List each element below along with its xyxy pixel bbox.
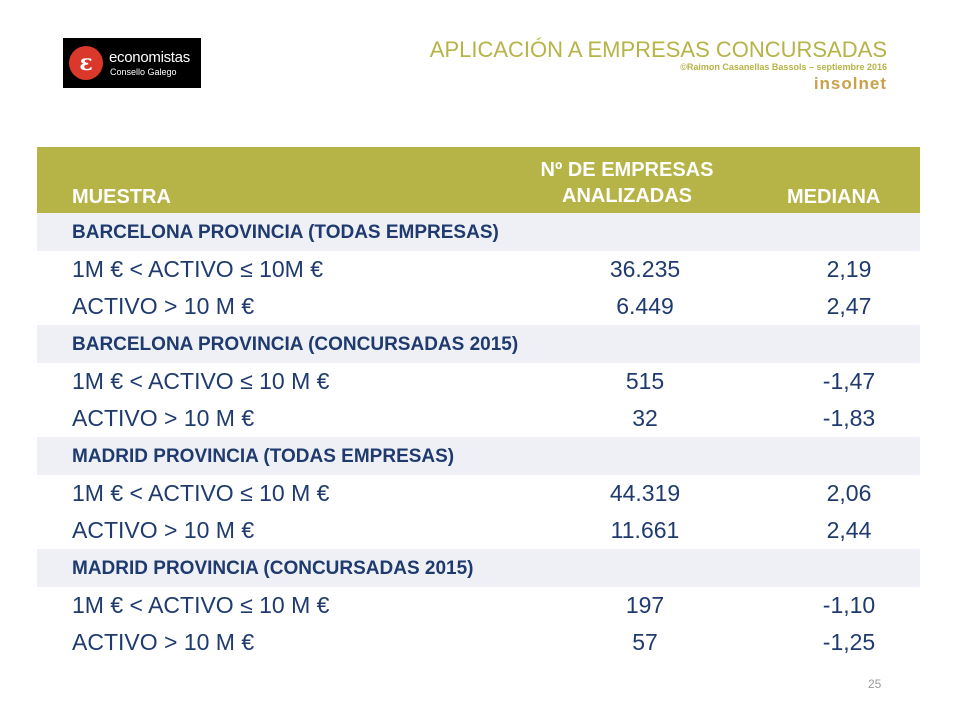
table-row: ACTIVO > 10 M € 32 -1,83 xyxy=(37,400,920,437)
economistas-e-logo-icon: ɛ xyxy=(69,46,103,80)
logo-subtitle: Consello Galego xyxy=(110,67,177,77)
slide-credit: ©Raimon Casanellas Bassols – septiembre … xyxy=(680,62,887,72)
group-header: BARCELONA PROVINCIA (CONCURSADAS 2015) xyxy=(37,325,920,363)
row-count: 44.319 xyxy=(609,480,681,506)
column-header-count-line2: ANALIZADAS xyxy=(562,185,692,207)
row-median: 2,06 xyxy=(826,480,872,506)
group-header: MADRID PROVINCIA (CONCURSADAS 2015) xyxy=(37,549,920,587)
table-row: 1M € < ACTIVO ≤ 10 M € 197 -1,10 xyxy=(37,587,920,624)
slide-title: APLICACIÓN A EMPRESAS CONCURSADAS xyxy=(429,37,887,62)
row-count: 57 xyxy=(632,629,658,655)
row-label: ACTIVO > 10 M € xyxy=(72,293,255,319)
row-label: ACTIVO > 10 M € xyxy=(72,517,255,543)
column-header-sample: MUESTRA xyxy=(72,186,171,208)
table-row: 1M € < ACTIVO ≤ 10 M € 515 -1,47 xyxy=(37,363,920,400)
table-row: 1M € < ACTIVO ≤ 10M € 36.235 2,19 xyxy=(37,251,920,288)
row-label: ACTIVO > 10 M € xyxy=(72,405,255,431)
row-median: 2,44 xyxy=(826,517,872,543)
page-number: 25 xyxy=(868,677,882,691)
row-label: 1M € < ACTIVO ≤ 10 M € xyxy=(72,368,330,394)
table-row: ACTIVO > 10 M € 6.449 2,47 xyxy=(37,288,920,325)
column-header-median: MEDIANA xyxy=(787,186,881,208)
row-count: 197 xyxy=(625,592,665,618)
row-label: ACTIVO > 10 M € xyxy=(72,629,255,655)
row-median: 2,47 xyxy=(826,293,872,319)
row-label: 1M € < ACTIVO ≤ 10 M € xyxy=(72,592,330,618)
logo-name: economistas xyxy=(109,49,190,66)
table-row: ACTIVO > 10 M € 57 -1,25 xyxy=(37,624,920,661)
row-count: 6.449 xyxy=(616,293,674,319)
logo-glyph: ɛ xyxy=(79,50,93,76)
row-count: 36.235 xyxy=(609,256,681,282)
row-median: -1,83 xyxy=(822,405,876,431)
row-median: 2,19 xyxy=(826,256,872,282)
row-median: -1,47 xyxy=(822,368,876,394)
row-median: -1,25 xyxy=(822,629,876,655)
table-header: MUESTRA Nº DE EMPRESAS ANALIZADAS MEDIAN… xyxy=(37,147,920,213)
data-table: MUESTRA Nº DE EMPRESAS ANALIZADAS MEDIAN… xyxy=(37,147,920,661)
table-row: ACTIVO > 10 M € 11.661 2,44 xyxy=(37,512,920,549)
group-header: MADRID PROVINCIA (TODAS EMPRESAS) xyxy=(37,437,920,475)
row-count: 515 xyxy=(625,368,665,394)
column-header-count-line1: Nº DE EMPRESAS xyxy=(540,159,714,181)
economistas-logo: ɛ economistas Consello Galego xyxy=(63,38,201,88)
row-label: 1M € < ACTIVO ≤ 10 M € xyxy=(72,480,330,506)
column-header-count: Nº DE EMPRESAS ANALIZADAS xyxy=(517,157,737,209)
insolnet-brand: insolnet xyxy=(813,74,887,93)
row-median: -1,10 xyxy=(822,592,876,618)
row-count: 11.661 xyxy=(610,517,680,543)
row-count: 32 xyxy=(632,405,658,431)
table-row: 1M € < ACTIVO ≤ 10 M € 44.319 2,06 xyxy=(37,475,920,512)
group-header: BARCELONA PROVINCIA (TODAS EMPRESAS) xyxy=(37,213,920,251)
row-label: 1M € < ACTIVO ≤ 10M € xyxy=(72,256,324,282)
